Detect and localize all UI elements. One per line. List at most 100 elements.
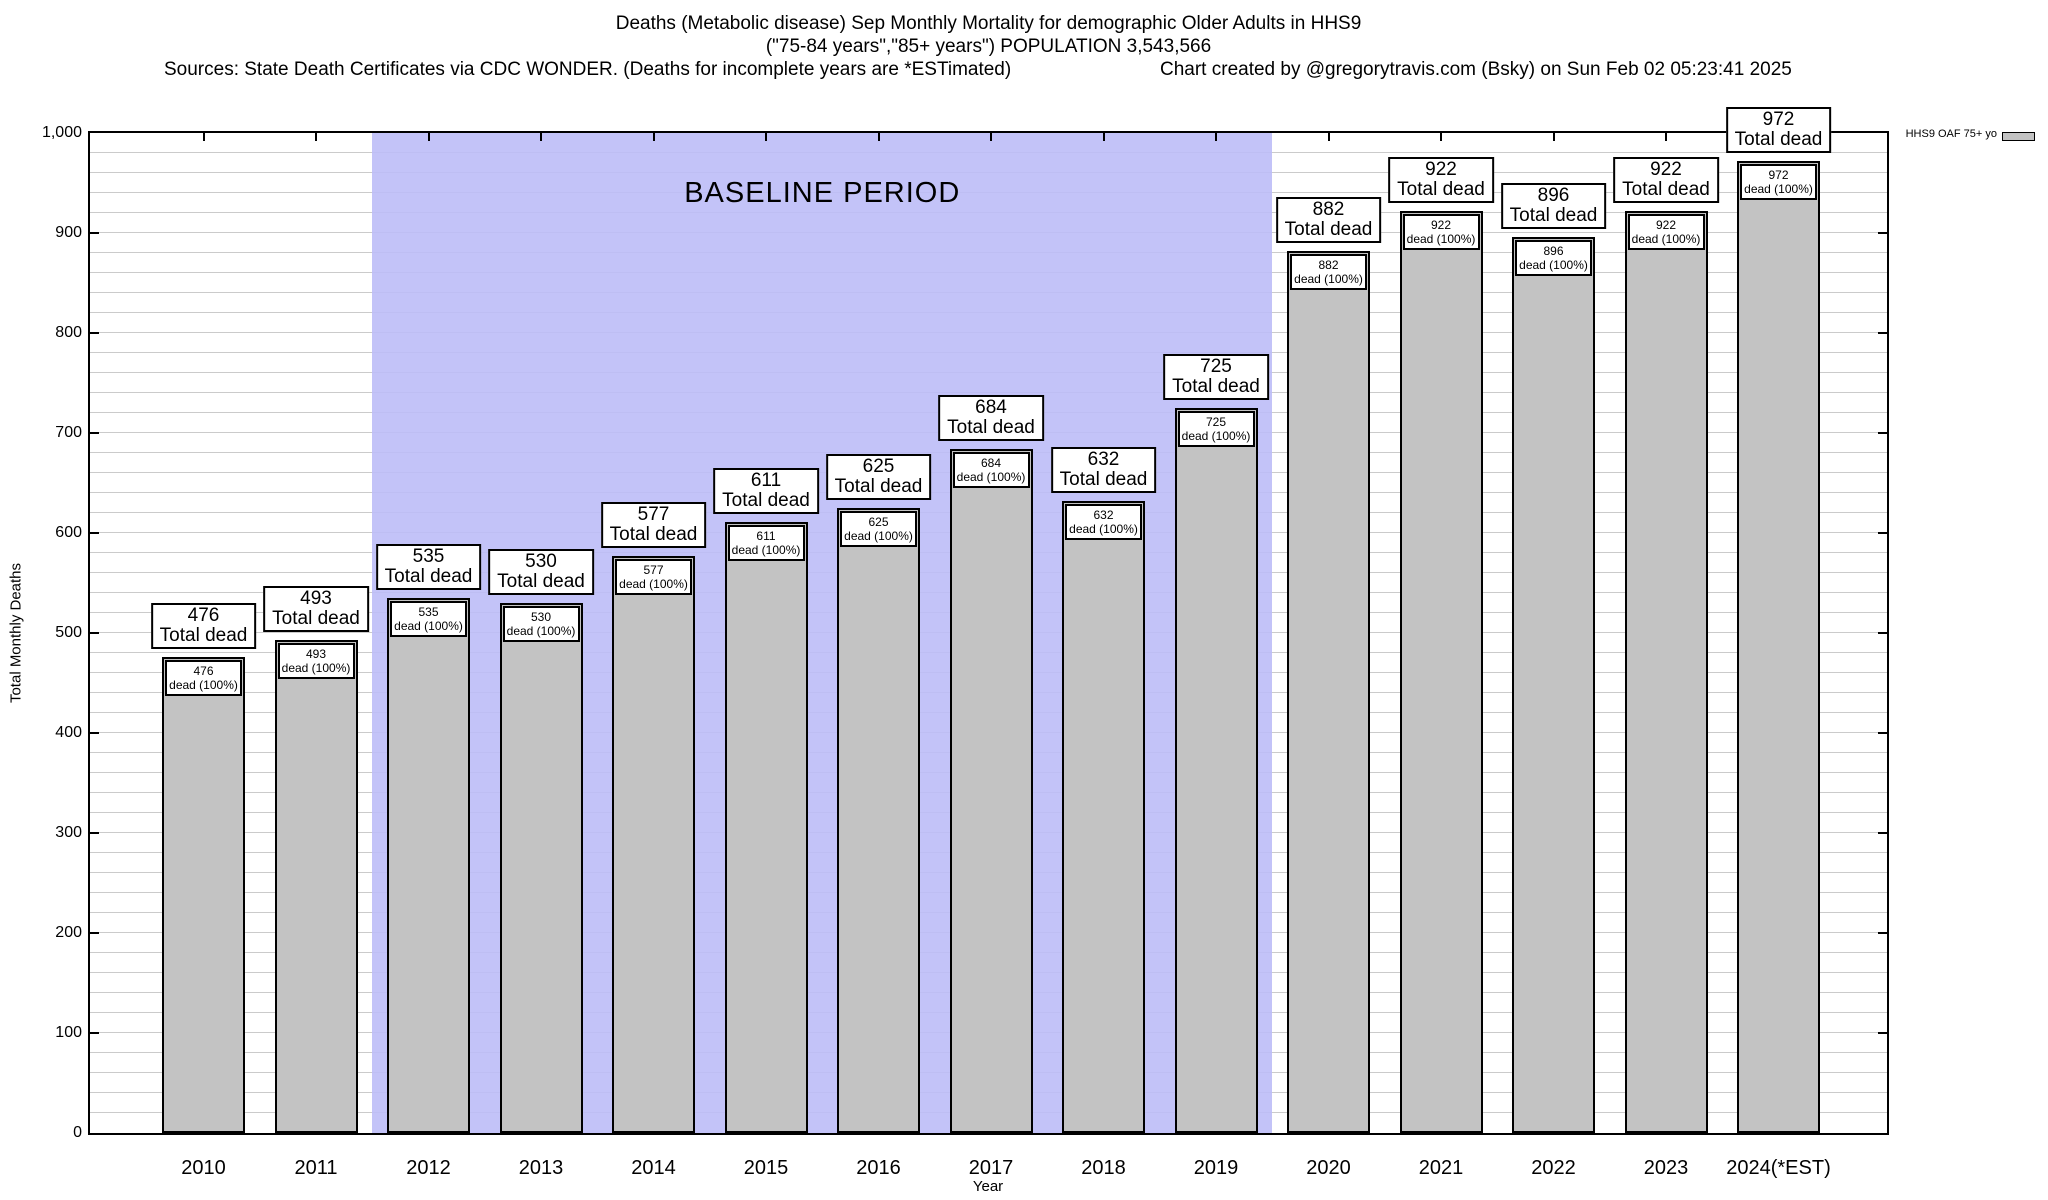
- bar-total-label-2016: 625 Total dead: [825, 454, 932, 500]
- bar-total-label-2015: 611 Total dead: [713, 468, 819, 514]
- xtick-label-2024(*EST): 2024(*EST): [1726, 1157, 1831, 1179]
- xtick-label-2013: 2013: [518, 1157, 564, 1179]
- bar-inner-label-2022: 896 dead (100%): [1515, 240, 1592, 276]
- sources-note: Sources: State Death Certificates via CD…: [164, 59, 1012, 80]
- xtick-label-2015: 2015: [743, 1157, 789, 1179]
- xtick-label-2023: 2023: [1643, 1157, 1689, 1179]
- xtick-top-2018: [1102, 133, 1105, 141]
- xtick-top-2022: [1552, 133, 1555, 141]
- ytick-right-600: [1878, 532, 1887, 534]
- ytick-label-1,000: 1,000: [41, 124, 82, 141]
- xtick-label-2017: 2017: [968, 1157, 1014, 1179]
- credit-note: Chart created by @gregorytravis.com (Bsk…: [1160, 59, 1792, 80]
- bar-inner-label-2020: 882 dead (100%): [1290, 254, 1367, 290]
- ytick-label-100: 100: [55, 1024, 82, 1041]
- bar-total-label-2020: 882 Total dead: [1275, 197, 1382, 243]
- ytick-label-800: 800: [55, 324, 82, 341]
- bar-total-label-2024(*EST): 972 Total dead: [1725, 107, 1832, 153]
- bar-2013: [499, 603, 583, 1133]
- ytick-right-900: [1878, 232, 1887, 234]
- xtick-label-2018: 2018: [1081, 1157, 1126, 1179]
- xtick-label-2022: 2022: [1531, 1157, 1576, 1179]
- xtick-label-2021: 2021: [1418, 1157, 1464, 1179]
- bar-2024(*EST): [1737, 161, 1820, 1133]
- bar-total-label-2017: 684 Total dead: [938, 395, 1044, 441]
- xtick-top-2010: [202, 133, 205, 141]
- bar-inner-label-2012: 535 dead (100%): [390, 601, 467, 637]
- bar-inner-label-2016: 625 dead (100%): [840, 511, 917, 547]
- bar-total-label-2011: 493 Total dead: [263, 586, 369, 632]
- xtick-top-2019: [1215, 133, 1217, 141]
- xtick-top-2020: [1327, 133, 1330, 141]
- chart-subtitle: ("75-84 years","85+ years") POPULATION 3…: [765, 36, 1212, 57]
- bar-2015: [724, 522, 808, 1133]
- bar-inner-label-2018: 632 dead (100%): [1065, 504, 1142, 540]
- legend-label: HHS9 OAF 75+ yo: [1905, 128, 1997, 140]
- bar-inner-label-2010: 476 dead (100%): [165, 660, 242, 696]
- xtick-label-2014: 2014: [631, 1157, 676, 1179]
- xtick-label-2020: 2020: [1306, 1157, 1351, 1179]
- xtick-top-2021: [1440, 133, 1442, 141]
- bar-2019: [1174, 408, 1258, 1133]
- bar-2023: [1624, 211, 1708, 1133]
- ytick-left-900: [90, 232, 99, 234]
- bar-2014: [612, 556, 695, 1133]
- bar-total-label-2018: 632 Total dead: [1050, 447, 1157, 493]
- ytick-left-400: [90, 732, 99, 734]
- bar-2017: [949, 449, 1033, 1133]
- bar-2022: [1512, 237, 1595, 1133]
- bar-total-label-2023: 922 Total dead: [1613, 157, 1719, 203]
- ytick-right-800: [1878, 332, 1887, 334]
- bar-2020: [1287, 251, 1370, 1133]
- ytick-right-500: [1878, 632, 1887, 634]
- bar-total-label-2010: 476 Total dead: [150, 603, 257, 649]
- plot-area: BASELINE PERIOD 476 dead (100%) 476 Total de…: [88, 107, 1889, 1135]
- bar-total-label-2014: 577 Total dead: [600, 502, 707, 548]
- ytick-left-500: [90, 632, 99, 634]
- ytick-right-400: [1878, 732, 1887, 734]
- bar-inner-label-2014: 577 dead (100%): [615, 559, 692, 595]
- bar-inner-label-2023: 922 dead (100%): [1627, 214, 1705, 250]
- xtick-label-2010: 2010: [181, 1157, 226, 1179]
- chart-title: Deaths (Metabolic disease) Sep Monthly M…: [615, 13, 1362, 34]
- ytick-label-200: 200: [55, 924, 82, 941]
- ytick-label-700: 700: [55, 424, 82, 441]
- bar-total-label-2022: 896 Total dead: [1500, 183, 1607, 229]
- xtick-label-2016: 2016: [856, 1157, 901, 1179]
- xtick-label-2011: 2011: [294, 1157, 338, 1179]
- ytick-left-700: [90, 432, 99, 434]
- ytick-label-500: 500: [55, 624, 82, 641]
- ytick-label-600: 600: [55, 524, 82, 541]
- xtick-top-2012: [427, 133, 430, 141]
- bar-total-label-2019: 725 Total dead: [1163, 354, 1269, 400]
- ytick-label-400: 400: [55, 724, 82, 741]
- bar-inner-label-2017: 684 dead (100%): [952, 452, 1030, 488]
- ytick-left-200: [90, 932, 99, 934]
- ytick-right-200: [1878, 932, 1887, 934]
- bar-total-label-2021: 922 Total dead: [1388, 157, 1494, 203]
- xtick-top-2013: [540, 133, 542, 141]
- bar-2016: [837, 508, 920, 1133]
- bar-inner-label-2019: 725 dead (100%): [1177, 411, 1255, 447]
- ytick-label-900: 900: [55, 224, 82, 241]
- bar-2021: [1399, 211, 1483, 1133]
- ytick-left-800: [90, 332, 99, 334]
- ytick-right-100: [1878, 1032, 1887, 1034]
- ytick-right-300: [1878, 832, 1887, 834]
- ytick-left-300: [90, 832, 99, 834]
- xtick-top-2011: [315, 133, 317, 141]
- ytick-left-100: [90, 1032, 99, 1034]
- xtick-top-2017: [990, 133, 992, 141]
- ytick-label-300: 300: [55, 824, 82, 841]
- bar-total-label-2012: 535 Total dead: [375, 544, 482, 590]
- x-axis-title: Year: [972, 1178, 1004, 1195]
- bar-inner-label-2015: 611 dead (100%): [727, 525, 805, 561]
- bar-2010: [162, 657, 245, 1133]
- bar-inner-label-2013: 530 dead (100%): [502, 606, 580, 642]
- bar-inner-label-2011: 493 dead (100%): [277, 643, 355, 679]
- xtick-top-2015: [765, 133, 767, 141]
- ytick-right-700: [1878, 432, 1887, 434]
- bar-inner-label-2024(*EST): 972 dead (100%): [1740, 164, 1817, 200]
- bar-2012: [387, 598, 470, 1133]
